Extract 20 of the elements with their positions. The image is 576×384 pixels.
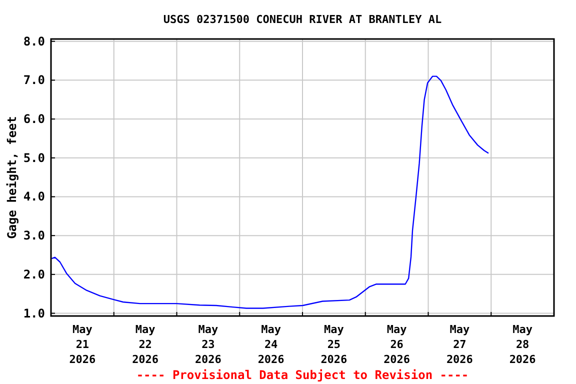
y-axis-title: Gage height, feet bbox=[5, 116, 19, 239]
y-tick-label: 1.0 bbox=[23, 306, 45, 320]
y-tick-label: 5.0 bbox=[23, 150, 45, 165]
x-tick-label: May 26 2026 bbox=[384, 323, 410, 366]
chart-title: USGS 02371500 CONECUH RIVER AT BRANTLEY AL bbox=[163, 13, 442, 26]
x-tick-label: May 22 2026 bbox=[132, 323, 159, 366]
x-tick-label: May 21 2026 bbox=[69, 323, 96, 366]
line-series bbox=[51, 76, 490, 309]
x-tick-label: May 25 2026 bbox=[320, 323, 348, 366]
y-tick-label: 3.0 bbox=[23, 228, 45, 243]
x-tick-label: May 24 2026 bbox=[258, 323, 285, 366]
x-tick-label: May 28 2026 bbox=[509, 323, 536, 366]
y-tick-label: 4.0 bbox=[23, 190, 45, 204]
y-tick-label: 8.0 bbox=[23, 34, 45, 48]
text: ---- Provisional Data Subject to Revision ---- bbox=[136, 368, 469, 382]
y-tick-label: 6.0 bbox=[23, 112, 45, 126]
y-tick-label: 7.0 bbox=[23, 73, 45, 88]
x-tick-label: May 27 2026 bbox=[446, 323, 474, 366]
y-tick-label: 2.0 bbox=[23, 267, 45, 282]
x-tick-label: May 23 2026 bbox=[194, 323, 222, 366]
